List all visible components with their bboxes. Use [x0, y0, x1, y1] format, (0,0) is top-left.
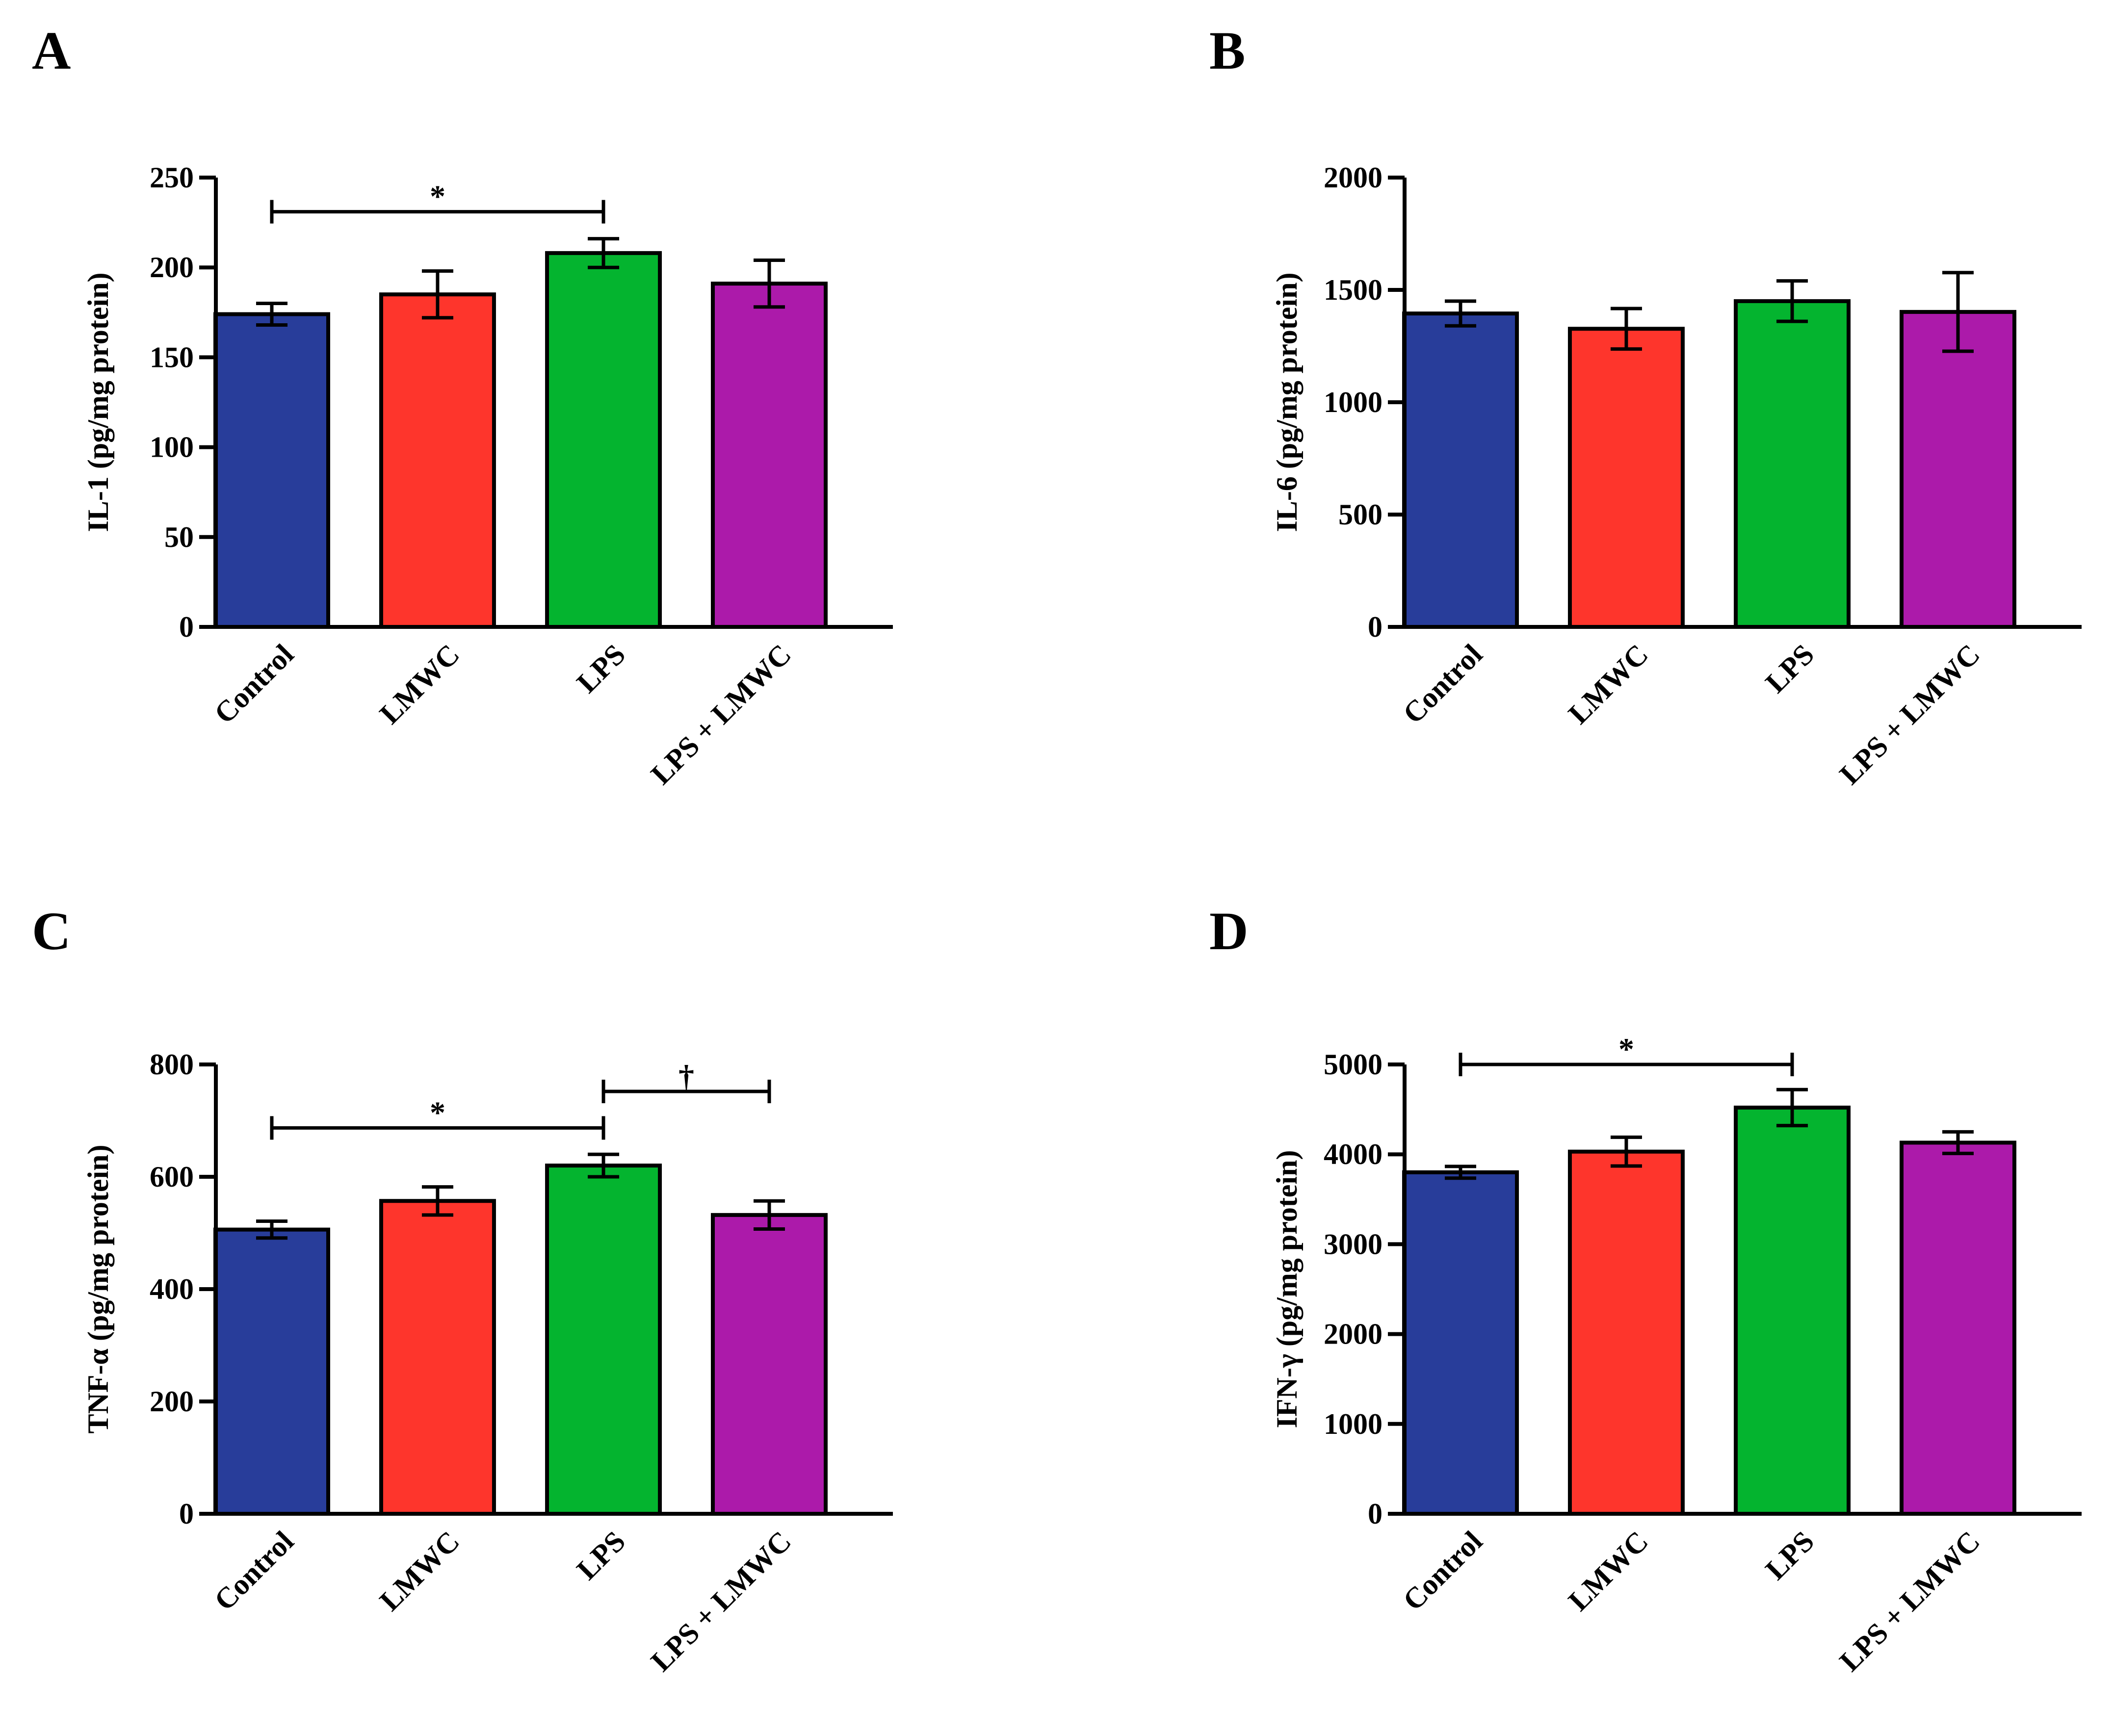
x-tick-label: LMWC: [373, 1525, 466, 1617]
bar-lmwc: [379, 292, 496, 629]
panel-letter: C: [32, 901, 71, 961]
panel-letter: A: [32, 21, 71, 80]
y-tick-label: 0: [1368, 611, 1383, 643]
significance-marker: *: [430, 179, 445, 214]
significance-marker: *: [430, 1095, 445, 1130]
error-bar: [1776, 279, 1808, 323]
y-tick-label: 0: [1368, 1498, 1383, 1530]
bar-lps-lmwc: [711, 1213, 828, 1516]
significance-marker: *: [1618, 1032, 1634, 1066]
bar-control: [213, 1227, 330, 1516]
bar-lmwc: [1567, 327, 1685, 629]
x-tick-label: LMWC: [1562, 1525, 1654, 1617]
y-tick-label: 250: [150, 161, 194, 194]
y-axis-label: IFN-γ (pg/mg protein): [1271, 1150, 1303, 1428]
y-tick-label: 50: [164, 521, 194, 553]
x-tick-label: Control: [1397, 638, 1488, 730]
error-bar: [256, 1219, 287, 1240]
y-axis-label: TNF-α (pg/mg protein): [82, 1144, 114, 1433]
bar-lps: [545, 1164, 662, 1516]
significance-bracket: [601, 1079, 771, 1103]
error-bar: [1942, 1130, 1974, 1155]
y-tick-label: 0: [179, 611, 194, 643]
y-tick-label: 500: [1338, 498, 1383, 531]
x-tick-label: Control: [208, 638, 300, 730]
x-tick-label: Control: [208, 1525, 300, 1617]
significance-bracket: [270, 1116, 605, 1140]
bar-control: [1402, 311, 1519, 629]
panel-letter: D: [1209, 901, 1248, 961]
error-bar: [1444, 299, 1476, 328]
y-axis-label: IL-1 (pg/mg protein): [82, 273, 114, 532]
error-bar: [1610, 307, 1642, 351]
significance-bracket: [1459, 1053, 1794, 1076]
error-bar: [1776, 1088, 1808, 1128]
error-bar: [754, 1199, 785, 1231]
y-tick-label: 1500: [1324, 274, 1383, 306]
significance-bracket: [270, 200, 605, 224]
error-bar: [421, 269, 453, 320]
y-tick-label: 150: [150, 341, 194, 373]
y-tick-label: 1000: [1324, 386, 1383, 418]
bar-lps-lmwc: [711, 282, 828, 629]
y-tick-label: 1000: [1324, 1408, 1383, 1440]
bar-lps-lmwc: [1900, 1140, 2017, 1516]
panel-d: D 0 1000 2000 3000 4000 5000 IFN-γ (pg/mg prote…: [1209, 901, 2082, 1678]
x-tick-label: LPS: [1759, 638, 1820, 699]
error-bar: [256, 301, 287, 327]
x-tick-label: LPS: [571, 638, 631, 699]
y-tick-label: 2000: [1324, 1318, 1383, 1350]
x-tick-label: LPS: [571, 1525, 631, 1586]
bar-lps-lmwc: [1900, 310, 2017, 629]
y-tick-label: 2000: [1324, 161, 1383, 194]
bar-lps: [1734, 299, 1851, 629]
x-tick-label: LPS + LMWC: [645, 1525, 797, 1678]
bar-lmwc: [379, 1199, 496, 1516]
y-tick-label: 200: [150, 251, 194, 284]
panel-a: A 0 50 100 150 200 250 IL-1 (pg/mg protein) Cont…: [32, 21, 893, 791]
error-bar: [588, 1152, 620, 1179]
error-bar: [588, 237, 620, 269]
bar-lps: [1734, 1105, 1851, 1516]
error-bar: [754, 259, 785, 309]
x-tick-label: LPS + LMWC: [1833, 638, 1986, 791]
error-bar: [1444, 1165, 1476, 1180]
x-tick-label: LMWC: [373, 638, 466, 730]
y-tick-label: 0: [179, 1498, 194, 1530]
y-tick-label: 600: [150, 1161, 194, 1193]
y-tick-label: 4000: [1324, 1138, 1383, 1170]
y-axis-label: IL-6 (pg/mg protein): [1271, 273, 1303, 532]
significance-marker: †: [678, 1059, 694, 1093]
error-bar: [1610, 1135, 1642, 1168]
error-bar: [1942, 271, 1974, 353]
x-tick-label: LPS + LMWC: [1833, 1525, 1986, 1678]
panel-letter: B: [1209, 21, 1245, 80]
bar-lps: [545, 251, 662, 629]
panel-b: B 0 500 1000 1500 2000 IL-6 (pg/mg protein) Con…: [1209, 21, 2082, 791]
x-tick-label: LMWC: [1562, 638, 1654, 730]
y-tick-label: 100: [150, 431, 194, 464]
x-tick-label: Control: [1397, 1525, 1488, 1617]
y-tick-label: 5000: [1324, 1048, 1383, 1081]
x-tick-label: LPS + LMWC: [645, 638, 797, 791]
panel-c: C 0 200 400 600 800 TNF-α (pg/mg protein) Contr…: [32, 901, 893, 1678]
y-tick-label: 400: [150, 1273, 194, 1305]
bar-lmwc: [1567, 1149, 1685, 1516]
y-tick-label: 800: [150, 1048, 194, 1081]
y-tick-label: 3000: [1324, 1228, 1383, 1260]
bar-control: [1402, 1170, 1519, 1516]
y-tick-label: 200: [150, 1385, 194, 1418]
bar-control: [213, 312, 330, 629]
error-bar: [421, 1185, 453, 1217]
x-tick-label: LPS: [1759, 1525, 1820, 1586]
